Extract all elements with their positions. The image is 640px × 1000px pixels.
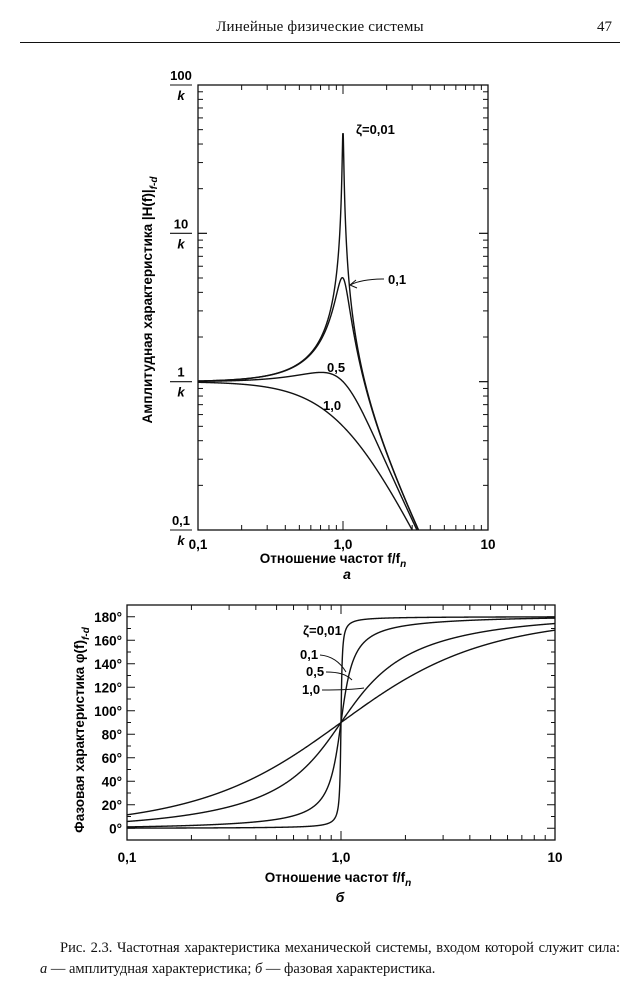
phase-chart: 0° 20° 40° 60° 80° 100° 120° 140° 160° 180° 0,1 1,…: [72, 604, 563, 905]
phase-y-tick-label-40: 40°: [102, 774, 122, 789]
phase-curve-label-0-5: 0,5: [306, 664, 324, 679]
phase-y-tick-label-120: 120°: [94, 680, 122, 695]
amplitude-x-tick-label-0-1: 0,1: [189, 537, 208, 552]
phase-x-tick-labels: 0,1 1,0 10: [118, 850, 563, 865]
y-tick-denominator: k: [177, 385, 185, 400]
amplitude-curve-zeta-1-0: [198, 381, 413, 531]
caption-text-3: — фазовая характеристика.: [262, 961, 436, 977]
phase-x-axis-label: Отношение частот f/fn: [265, 870, 411, 889]
caption-label-a: а: [40, 961, 48, 977]
phase-y-label-sub: f-d: [81, 626, 92, 640]
panel-label-b: б: [336, 889, 345, 905]
amplitude-x-label-sub: n: [400, 559, 406, 570]
amplitude-curve-label-0-1: 0,1: [388, 272, 406, 287]
amplitude-x-tick-label-10: 10: [480, 537, 495, 552]
caption-label-b: б: [254, 961, 263, 977]
phase-curve-zeta-1-0: [126, 629, 556, 816]
phase-y-tick-label-60: 60°: [102, 751, 122, 766]
amplitude-arrowhead-0-1: [349, 279, 358, 289]
header-rule: [20, 42, 620, 43]
caption-text-1: Частотная характеристика механической си…: [112, 940, 621, 956]
phase-y-tick-labels: 0° 20° 40° 60° 80° 100° 120° 140° 160° 180°: [94, 610, 122, 837]
amplitude-curve-label-1-0: 1,0: [323, 398, 341, 413]
amplitude-y-tick-label-1: 1k: [170, 365, 192, 400]
running-header-title: Линейные физические системы: [216, 19, 424, 35]
phase-y-tick-label-180: 180°: [94, 610, 122, 625]
y-tick-numerator: 100: [170, 68, 192, 83]
phase-y-tick-label-0: 0°: [109, 821, 122, 836]
amplitude-x-axis-label: Отношение частот f/fn: [260, 551, 406, 570]
amplitude-y-tick-label-10: 10 k: [170, 216, 192, 251]
amplitude-y-label-sub: f-d: [149, 176, 160, 190]
y-tick-numerator: 10: [174, 216, 188, 231]
phase-y-tick-label-80: 80°: [102, 727, 122, 742]
phase-y-tick-label-160: 160°: [94, 633, 122, 648]
phase-x-label-main: Отношение частот f/f: [265, 870, 406, 885]
phase-leader-arrow-0-1: [319, 654, 347, 673]
amplitude-curve-zeta-0-01: [198, 132, 420, 531]
phase-x-tick-label-1-0: 1,0: [332, 850, 351, 865]
amplitude-curve-labels: ζ=0,01 0,1 0,5 1,0: [323, 122, 406, 413]
amplitude-x-label-main: Отношение частот f/f: [260, 551, 401, 566]
phase-y-axis-label: Фазовая характеристика φ(f)f-d: [72, 626, 92, 833]
amplitude-curves: [197, 132, 420, 531]
amplitude-y-tick-label-100: 100 k: [170, 68, 192, 103]
phase-x-tick-label-0-1: 0,1: [118, 850, 137, 865]
y-tick-denominator: k: [177, 236, 185, 251]
figure-caption: Рис. 2.3. Частотная характеристика механ…: [40, 938, 620, 980]
phase-y-label-main: Фазовая характеристика φ(f): [72, 640, 87, 833]
caption-text-2: — амплитудная характеристика;: [47, 961, 255, 977]
caption-fig-number: Рис. 2.3.: [60, 940, 113, 956]
amplitude-x-tick-labels: 0,1 1,0 10: [189, 537, 496, 552]
phase-y-tick-label-20: 20°: [102, 798, 122, 813]
y-tick-numerator: 0,1: [172, 513, 190, 528]
amplitude-curve-zeta-0-1: [198, 276, 420, 531]
page-number: 47: [597, 19, 612, 35]
amplitude-leader-arrow-0-1: [349, 278, 385, 286]
amplitude-curve-zeta-0-5: [197, 371, 418, 531]
phase-curve-label-1-0: 1,0: [302, 682, 320, 697]
phase-ticks: [126, 604, 556, 841]
amplitude-curve-label-0-5: 0,5: [327, 360, 345, 375]
y-tick-denominator: k: [177, 533, 185, 548]
phase-y-tick-label-140: 140°: [94, 657, 122, 672]
amplitude-y-tick-label-0-1: 0,1 k: [170, 513, 192, 548]
amplitude-ticks: [197, 84, 489, 531]
panel-label-a: а: [343, 566, 351, 582]
y-tick-denominator: k: [177, 88, 185, 103]
phase-x-tick-label-10: 10: [547, 850, 562, 865]
phase-y-tick-label-100: 100°: [94, 704, 122, 719]
phase-curve-labels: ζ=0,01 0,1 0,5 1,0: [300, 623, 365, 697]
amplitude-y-axis-label: Амплитудная характеристика |H(f)|f-d: [140, 176, 160, 424]
amplitude-y-label-main: Амплитудная характеристика |H(f)|: [140, 189, 155, 423]
phase-x-label-sub: n: [405, 878, 411, 889]
phase-curve-label-0-01: ζ=0,01: [303, 623, 342, 638]
phase-curves: [126, 616, 556, 829]
phase-leader-arrow-1-0: [321, 687, 365, 691]
amplitude-curve-label-0-01: ζ=0,01: [356, 122, 395, 137]
y-tick-numerator: 1: [177, 365, 184, 380]
amplitude-x-tick-label-1-0: 1,0: [334, 537, 353, 552]
phase-curve-label-0-1: 0,1: [300, 647, 318, 662]
phase-leader-arrow-0-5: [325, 671, 353, 681]
